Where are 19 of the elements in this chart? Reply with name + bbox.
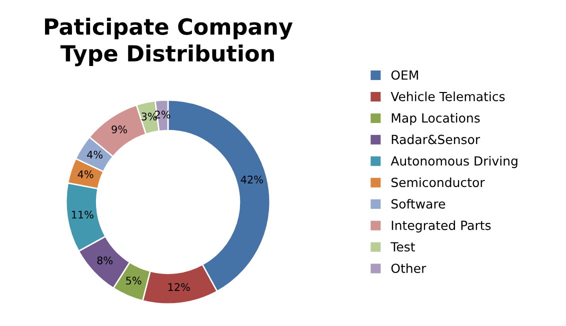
legend-label: Software	[391, 198, 446, 209]
legend-label: Vehicle Telematics	[390, 92, 505, 102]
legend-label: Integrated Parts	[392, 220, 491, 233]
data-label: 42%	[240, 176, 263, 184]
data-label: 5%	[126, 276, 142, 285]
data-label: 8%	[97, 256, 113, 264]
data-label: 11%	[72, 210, 94, 219]
legend-label: Radar&Sensor	[392, 134, 480, 144]
data-label: 12%	[168, 283, 190, 292]
legend-label: Semiconductor	[391, 177, 485, 188]
legend-label: Test	[390, 242, 415, 252]
data-label: 9%	[112, 125, 127, 134]
legend-label: Other	[391, 263, 426, 274]
legend-label: Map Locations	[392, 113, 480, 126]
legend-label: Autonomous Driving	[390, 156, 518, 168]
data-label: 4%	[87, 150, 103, 159]
legend-label: OEM	[391, 70, 418, 80]
chart-title: Paticipate Company Type Distribution	[45, 18, 293, 66]
data-label: 4%	[78, 170, 94, 178]
